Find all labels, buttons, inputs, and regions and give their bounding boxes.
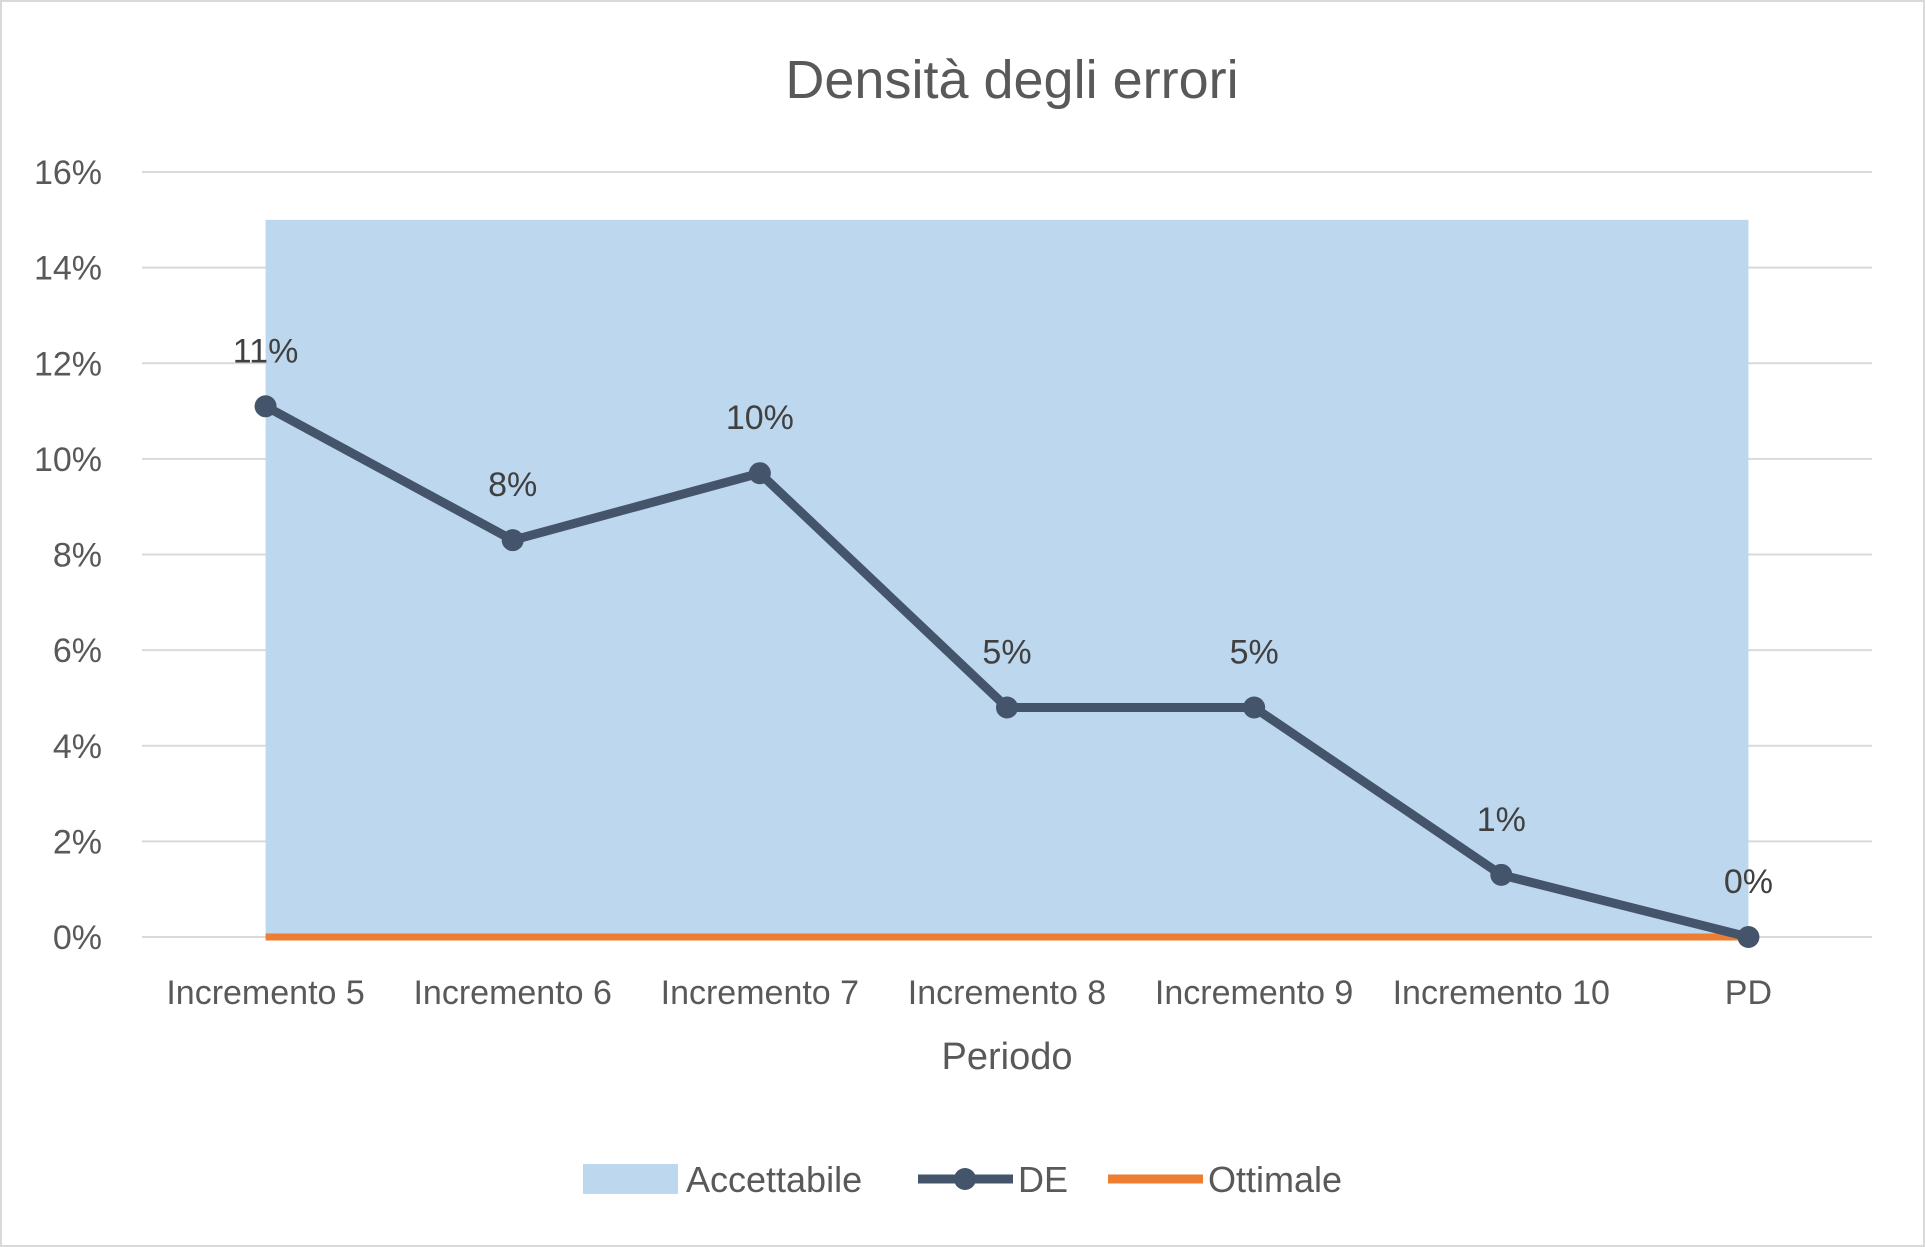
legend-swatch-accettabile bbox=[583, 1164, 678, 1194]
de-marker bbox=[1490, 863, 1513, 886]
y-axis-ticks: 0% 2% 4% 6% 8% 10% 12% 14% 16% bbox=[34, 154, 102, 957]
x-tick-label: Incremento 9 bbox=[1155, 974, 1353, 1012]
data-label: 1% bbox=[1477, 801, 1526, 839]
x-tick-label: Incremento 6 bbox=[413, 974, 611, 1012]
legend-item-accettabile[interactable]: Accettabile bbox=[583, 1159, 862, 1200]
de-marker bbox=[254, 395, 277, 418]
de-marker bbox=[1737, 926, 1760, 948]
x-axis-ticks: Incremento 5 Incremento 6 Incremento 7 Incr… bbox=[166, 974, 1772, 1012]
x-tick-label: Incremento 5 bbox=[166, 974, 364, 1012]
legend-label-accettabile: Accettabile bbox=[686, 1159, 862, 1200]
acceptable-area bbox=[265, 219, 1749, 937]
legend-label-ottimale: Ottimale bbox=[1208, 1159, 1342, 1200]
data-label: 8% bbox=[488, 466, 537, 504]
legend-item-de[interactable]: DE bbox=[918, 1159, 1068, 1200]
y-tick-label: 8% bbox=[53, 537, 102, 575]
chart-title: Densità degli errori bbox=[785, 50, 1238, 110]
y-tick-label: 2% bbox=[53, 823, 102, 861]
de-marker bbox=[748, 462, 771, 485]
legend: Accettabile DE Ottimale bbox=[583, 1159, 1342, 1200]
data-label: 0% bbox=[1724, 863, 1773, 901]
data-label: 5% bbox=[1230, 634, 1279, 672]
x-tick-label: Incremento 10 bbox=[1393, 974, 1610, 1012]
de-series bbox=[254, 395, 1760, 948]
legend-marker-de bbox=[954, 1168, 976, 1190]
de-marker bbox=[996, 696, 1018, 719]
y-tick-label: 14% bbox=[34, 250, 102, 288]
data-label: 10% bbox=[726, 399, 794, 437]
y-tick-label: 12% bbox=[34, 345, 102, 383]
legend-label-de: DE bbox=[1018, 1159, 1068, 1200]
legend-item-ottimale[interactable]: Ottimale bbox=[1108, 1159, 1342, 1200]
data-label: 5% bbox=[982, 634, 1031, 672]
x-axis-title: Periodo bbox=[942, 1036, 1073, 1078]
y-tick-label: 6% bbox=[53, 632, 102, 670]
x-tick-label: PD bbox=[1725, 974, 1772, 1012]
de-marker bbox=[501, 529, 524, 552]
y-tick-label: 16% bbox=[34, 154, 102, 192]
area-accettabile bbox=[265, 219, 1749, 937]
data-labels: 11% 8% 10% 5% 5% 1% 0% bbox=[233, 332, 1773, 901]
x-tick-label: Incremento 7 bbox=[661, 974, 859, 1012]
y-tick-label: 0% bbox=[53, 919, 102, 957]
y-tick-label: 10% bbox=[34, 441, 102, 479]
y-tick-label: 4% bbox=[53, 728, 102, 766]
x-tick-label: Incremento 8 bbox=[908, 974, 1106, 1012]
data-label: 11% bbox=[233, 332, 299, 370]
de-marker bbox=[1243, 696, 1266, 719]
